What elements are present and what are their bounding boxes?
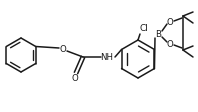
Text: O: O (60, 44, 66, 54)
Text: O: O (167, 17, 173, 27)
Text: NH: NH (101, 53, 113, 61)
Text: Cl: Cl (140, 24, 148, 32)
Text: O: O (167, 40, 173, 48)
Text: O: O (72, 73, 78, 83)
Text: B: B (155, 29, 161, 39)
